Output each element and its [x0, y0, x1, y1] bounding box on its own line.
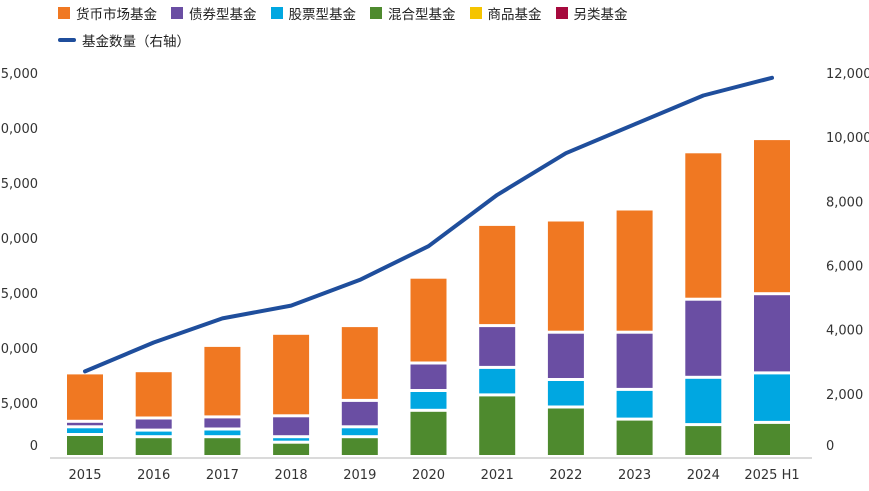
- legend-swatch-hybrid: [370, 7, 382, 19]
- legend-label-fund-count: 基金数量（右轴）: [82, 34, 190, 50]
- legend-item-fund-count: 基金数量（右轴）: [58, 30, 190, 50]
- bar-2024-series-5: [685, 153, 722, 298]
- bar-2024-series-1: [685, 378, 722, 424]
- x-axis: 2015 2016 2017 2018 2019 2020 2021 2022 2023 2024…: [50, 457, 812, 483]
- legend-swatch-alternative: [555, 7, 568, 19]
- bar-2020-series-1: [410, 392, 447, 409]
- left-tick-label: 30,000: [0, 122, 38, 137]
- legend-row-line: 基金数量（右轴）: [58, 30, 204, 50]
- right-tick-label: 2,000: [826, 388, 863, 403]
- left-tick-label: 25,000: [0, 177, 38, 192]
- bar-2015-series-5: [67, 374, 103, 420]
- bar-2022-series-1: [547, 381, 584, 406]
- x-tick-label: 2023: [618, 468, 651, 483]
- legend-label-hybrid: 混合型基金: [388, 7, 456, 23]
- legend-item-equity: 股票型基金: [270, 3, 357, 23]
- x-tick-label: 2018: [275, 468, 308, 483]
- legend-swatch-commodity: [469, 7, 482, 19]
- bar-2021-series-0: [479, 396, 516, 455]
- legend-label-equity: 股票型基金: [288, 7, 357, 23]
- legend-item-alternative: 另类基金: [555, 3, 628, 23]
- legend-item-bond: 债券型基金: [171, 3, 257, 23]
- line-layer: [83, 75, 774, 374]
- x-tick-label: 2017: [206, 468, 239, 483]
- bar-2018-series-1: [273, 438, 310, 441]
- legend-item-commodity: 商品基金: [469, 3, 542, 23]
- bar-2017-series-2: [204, 418, 241, 428]
- bar-2019-series-0: [341, 438, 378, 455]
- bar-2017-series-5: [204, 346, 241, 416]
- x-tick-label: 2024: [687, 468, 720, 483]
- bar-2019-series-5: [341, 327, 378, 399]
- bar-2020-series-5: [410, 278, 447, 362]
- bar-2018-series-0: [273, 443, 310, 455]
- bar-2022-series-0: [547, 408, 584, 455]
- bar-2025-H1-series-0: [754, 423, 790, 455]
- legend-item-money-market: 货币市场基金: [58, 3, 157, 23]
- bar-2022-series-2: [547, 333, 584, 378]
- legend-row-series: 货币市场基金 债券型基金 股票型基金 混合型基金 商品基金 另类基金: [58, 3, 642, 23]
- right-axis: 0 2,000 4,000 6,000 8,000 10,000 12,000: [826, 67, 869, 454]
- bar-2023-series-1: [616, 390, 653, 418]
- legend-label-alternative: 另类基金: [573, 7, 628, 23]
- right-tick-label: 10,000: [826, 131, 869, 146]
- bar-2016-series-5: [135, 372, 172, 417]
- x-tick-label: 2021: [481, 468, 514, 483]
- bar-2019-series-2: [341, 401, 378, 426]
- legend-label-bond: 债券型基金: [189, 7, 257, 23]
- bar-2020-series-0: [410, 411, 447, 455]
- left-tick-label: 10,000: [0, 342, 38, 357]
- bar-2025-H1-series-5: [754, 140, 790, 293]
- bar-2021-series-2: [479, 327, 516, 366]
- right-tick-label: 12,000: [826, 67, 869, 82]
- bar-2015-series-0: [67, 436, 103, 455]
- x-tick-label: 2022: [549, 468, 582, 483]
- x-tick-label: 2025 H1: [744, 468, 799, 483]
- left-tick-label: 20,000: [0, 232, 38, 247]
- bar-2018-series-5: [273, 334, 310, 415]
- left-tick-label: 5,000: [1, 397, 38, 412]
- bar-2016-series-0: [135, 438, 172, 455]
- left-tick-label: 0: [30, 439, 38, 454]
- x-tick-label: 2019: [343, 468, 376, 483]
- bar-2015-series-1: [67, 428, 103, 433]
- bar-2024-series-2: [685, 300, 722, 376]
- legend-swatch-equity: [270, 7, 283, 19]
- bar-2023-series-5: [616, 210, 653, 331]
- x-tick-label: 2016: [137, 468, 170, 483]
- bar-2024-series-0: [685, 426, 722, 455]
- bar-2017-series-0: [204, 438, 241, 455]
- x-tick-label: 2015: [68, 468, 101, 483]
- legend-swatch-money-market: [58, 7, 70, 19]
- bar-2025-H1-series-1: [754, 374, 790, 421]
- legend-swatch-bond: [171, 7, 183, 19]
- bar-2016-series-1: [135, 431, 172, 436]
- right-tick-label: 8,000: [826, 195, 863, 210]
- left-tick-label: 35,000: [0, 67, 38, 82]
- x-tick-label: 2020: [412, 468, 445, 483]
- right-tick-label: 6,000: [826, 260, 863, 275]
- bar-2018-series-2: [273, 417, 310, 436]
- right-tick-label: 4,000: [826, 324, 863, 339]
- bar-2017-series-1: [204, 430, 241, 436]
- bar-2015-series-2: [67, 422, 103, 426]
- bar-2022-series-5: [547, 221, 584, 331]
- bar-2023-series-2: [616, 333, 653, 388]
- bar-2021-series-5: [479, 225, 516, 325]
- left-axis: 0 5,000 10,000 15,000 20,000 25,000 30,000 35,0…: [0, 67, 38, 454]
- bar-2023-series-0: [616, 420, 653, 455]
- right-tick-label: 0: [826, 439, 834, 454]
- bars-layer: [67, 140, 790, 455]
- bar-2025-H1-series-2: [754, 295, 790, 372]
- legend-swatch-fund-count: [58, 38, 76, 42]
- bar-2016-series-2: [135, 419, 172, 429]
- legend-item-hybrid: 混合型基金: [370, 3, 456, 23]
- bar-2020-series-2: [410, 364, 447, 389]
- bar-2019-series-1: [341, 428, 378, 436]
- legend-label-commodity: 商品基金: [487, 7, 542, 23]
- legend-label-money-market: 货币市场基金: [76, 7, 157, 23]
- left-tick-label: 15,000: [0, 287, 38, 302]
- bar-2021-series-1: [479, 368, 516, 394]
